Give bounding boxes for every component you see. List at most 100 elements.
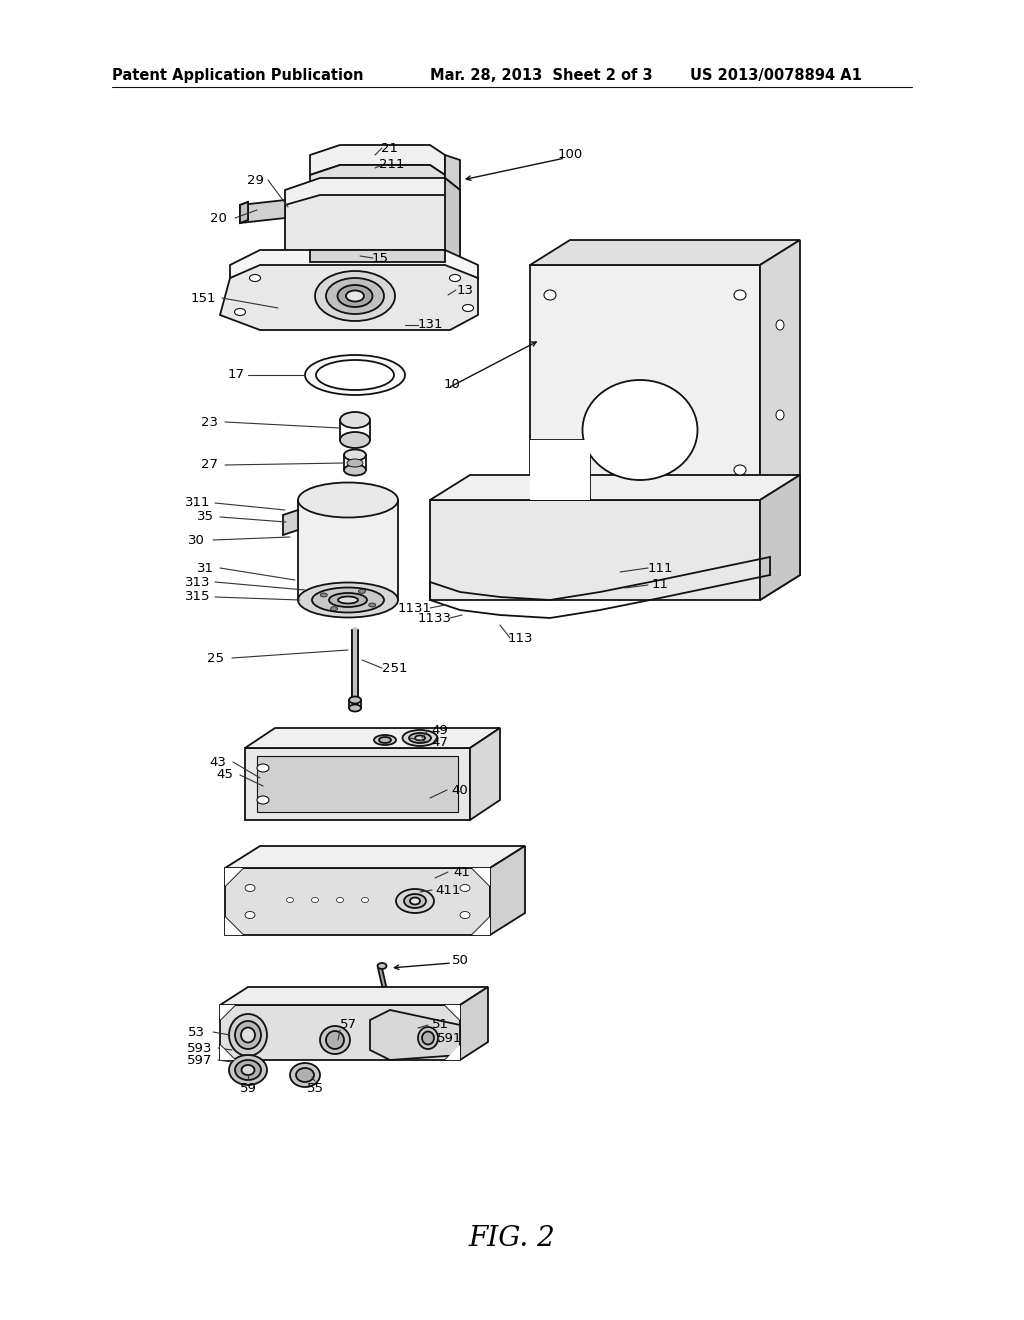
Text: 1133: 1133 (418, 611, 452, 624)
Polygon shape (472, 869, 490, 886)
Ellipse shape (338, 597, 358, 603)
Ellipse shape (347, 459, 362, 467)
Polygon shape (225, 846, 525, 869)
Text: 30: 30 (187, 533, 205, 546)
Ellipse shape (241, 1027, 255, 1043)
Ellipse shape (245, 884, 255, 891)
Ellipse shape (415, 735, 425, 741)
Text: 151: 151 (190, 292, 216, 305)
Text: 315: 315 (185, 590, 211, 603)
Ellipse shape (338, 285, 373, 308)
Text: 20: 20 (210, 211, 226, 224)
Ellipse shape (776, 411, 784, 420)
Text: 35: 35 (197, 511, 213, 524)
Ellipse shape (450, 275, 461, 281)
Polygon shape (220, 261, 478, 330)
Ellipse shape (379, 737, 391, 743)
Ellipse shape (404, 894, 426, 908)
Ellipse shape (422, 1031, 434, 1044)
Ellipse shape (734, 465, 746, 475)
Ellipse shape (316, 360, 394, 389)
Polygon shape (240, 202, 248, 223)
Ellipse shape (369, 603, 376, 607)
Ellipse shape (257, 796, 269, 804)
Ellipse shape (380, 987, 388, 993)
Text: 15: 15 (372, 252, 388, 264)
Ellipse shape (349, 697, 361, 704)
Ellipse shape (331, 607, 338, 611)
Ellipse shape (583, 380, 697, 480)
Ellipse shape (326, 279, 384, 314)
Polygon shape (310, 145, 445, 176)
Ellipse shape (463, 305, 473, 312)
Polygon shape (285, 178, 460, 205)
Text: FIG. 2: FIG. 2 (469, 1225, 555, 1251)
Text: 51: 51 (431, 1019, 449, 1031)
Ellipse shape (460, 912, 470, 919)
Polygon shape (430, 500, 760, 601)
Ellipse shape (402, 730, 437, 746)
Text: 313: 313 (185, 576, 211, 589)
Ellipse shape (361, 898, 369, 903)
Polygon shape (220, 1005, 460, 1060)
Ellipse shape (287, 898, 294, 903)
Polygon shape (445, 1045, 460, 1060)
Polygon shape (760, 475, 800, 601)
Ellipse shape (329, 593, 367, 607)
Polygon shape (460, 987, 488, 1060)
Text: 53: 53 (187, 1026, 205, 1039)
Ellipse shape (298, 483, 398, 517)
Ellipse shape (319, 1026, 350, 1053)
Text: Patent Application Publication: Patent Application Publication (112, 69, 364, 83)
Ellipse shape (346, 290, 364, 301)
Text: 13: 13 (457, 284, 473, 297)
Text: 50: 50 (452, 953, 468, 966)
Ellipse shape (337, 898, 343, 903)
Ellipse shape (315, 271, 395, 321)
Ellipse shape (257, 764, 269, 772)
Text: 411: 411 (435, 883, 461, 896)
Polygon shape (430, 475, 800, 500)
Text: 131: 131 (417, 318, 442, 331)
Text: 31: 31 (197, 561, 213, 574)
Text: 23: 23 (202, 416, 218, 429)
Polygon shape (245, 748, 470, 820)
Polygon shape (530, 240, 800, 265)
Ellipse shape (242, 1065, 255, 1074)
Polygon shape (490, 846, 525, 935)
Ellipse shape (234, 309, 246, 315)
Text: 57: 57 (340, 1019, 356, 1031)
Text: 1131: 1131 (398, 602, 432, 615)
Text: 21: 21 (382, 141, 398, 154)
Ellipse shape (298, 582, 398, 618)
Polygon shape (310, 165, 445, 201)
Text: 55: 55 (306, 1081, 324, 1094)
Text: 593: 593 (187, 1041, 213, 1055)
Polygon shape (225, 869, 490, 935)
Text: 45: 45 (216, 768, 233, 781)
Polygon shape (470, 729, 500, 820)
Polygon shape (445, 1005, 460, 1020)
Text: 40: 40 (452, 784, 468, 796)
Ellipse shape (234, 1020, 261, 1049)
Text: 591: 591 (437, 1031, 463, 1044)
Ellipse shape (340, 412, 370, 428)
Text: 10: 10 (443, 379, 461, 392)
Polygon shape (220, 1005, 234, 1020)
Text: 311: 311 (185, 496, 211, 510)
Ellipse shape (378, 964, 386, 969)
Polygon shape (760, 240, 800, 500)
Text: Mar. 28, 2013  Sheet 2 of 3: Mar. 28, 2013 Sheet 2 of 3 (430, 69, 652, 83)
Text: US 2013/0078894 A1: US 2013/0078894 A1 (690, 69, 862, 83)
Ellipse shape (326, 1031, 344, 1049)
Text: 597: 597 (187, 1053, 213, 1067)
Polygon shape (245, 729, 500, 748)
Polygon shape (310, 249, 445, 261)
Ellipse shape (321, 593, 328, 597)
Text: 59: 59 (240, 1081, 256, 1094)
Text: 49: 49 (432, 723, 449, 737)
Polygon shape (530, 265, 760, 500)
Text: 111: 111 (647, 561, 673, 574)
Text: 25: 25 (207, 652, 223, 664)
Ellipse shape (734, 290, 746, 300)
